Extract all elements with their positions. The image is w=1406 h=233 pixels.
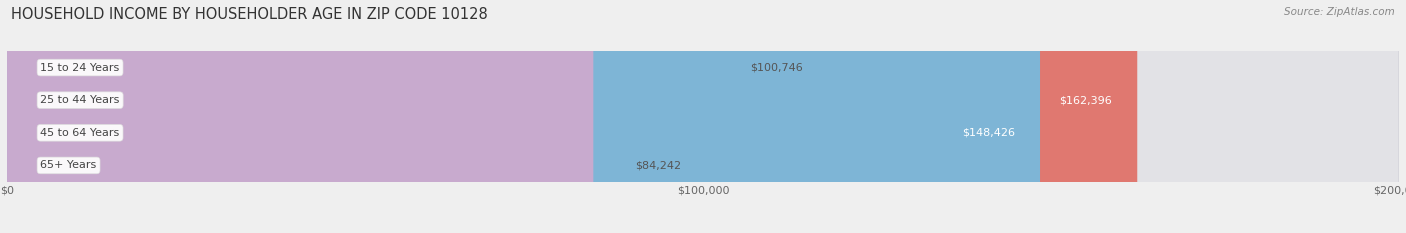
Text: 25 to 44 Years: 25 to 44 Years	[41, 95, 120, 105]
FancyBboxPatch shape	[7, 0, 1137, 233]
Text: $100,746: $100,746	[749, 63, 803, 72]
Text: HOUSEHOLD INCOME BY HOUSEHOLDER AGE IN ZIP CODE 10128: HOUSEHOLD INCOME BY HOUSEHOLDER AGE IN Z…	[11, 7, 488, 22]
FancyBboxPatch shape	[7, 0, 709, 233]
Text: $148,426: $148,426	[962, 128, 1015, 138]
FancyBboxPatch shape	[7, 0, 1399, 233]
FancyBboxPatch shape	[7, 0, 1399, 233]
FancyBboxPatch shape	[7, 0, 1399, 233]
Text: 15 to 24 Years: 15 to 24 Years	[41, 63, 120, 72]
Text: Source: ZipAtlas.com: Source: ZipAtlas.com	[1284, 7, 1395, 17]
FancyBboxPatch shape	[7, 0, 593, 233]
Text: $162,396: $162,396	[1060, 95, 1112, 105]
Text: $84,242: $84,242	[636, 161, 682, 170]
FancyBboxPatch shape	[7, 0, 1040, 233]
Text: 45 to 64 Years: 45 to 64 Years	[41, 128, 120, 138]
Text: 65+ Years: 65+ Years	[41, 161, 97, 170]
FancyBboxPatch shape	[7, 0, 1399, 233]
